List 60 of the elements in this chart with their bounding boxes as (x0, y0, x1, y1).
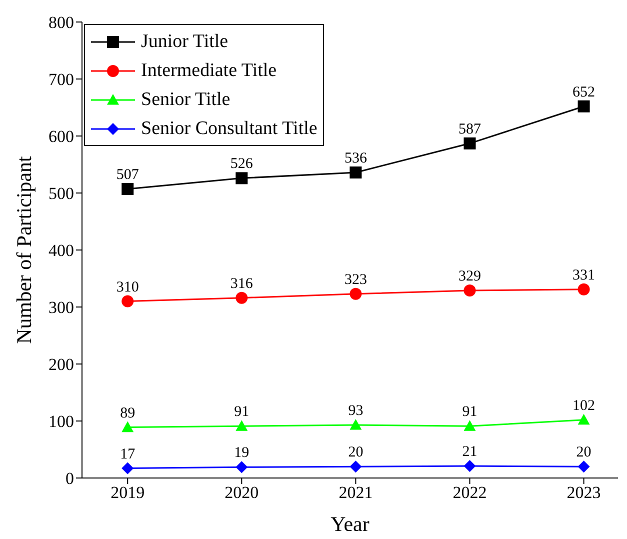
x-tick-label: 2023 (566, 483, 601, 502)
data-label: 20 (348, 444, 364, 461)
data-label: 17 (120, 446, 136, 462)
point (464, 137, 476, 150)
x-tick-label: 2022 (452, 483, 487, 502)
data-label: 323 (344, 272, 367, 288)
data-label: 507 (116, 167, 140, 184)
point (236, 292, 248, 304)
legend-label: Senior Consultant Title (141, 118, 318, 140)
x-tick-label: 2019 (110, 483, 145, 502)
y-tick-label: 200 (48, 355, 74, 374)
y-tick-label: 700 (48, 70, 74, 90)
data-label: 316 (230, 276, 254, 292)
point (122, 183, 134, 196)
point (464, 420, 476, 431)
y-tick-label: 300 (48, 298, 74, 318)
y-tick-label: 500 (48, 184, 74, 204)
data-label: 89 (120, 405, 136, 422)
x-axis-title: Year (330, 512, 370, 536)
y-tick-label: 0 (66, 469, 74, 488)
point (464, 284, 476, 296)
point (236, 172, 248, 184)
point (350, 288, 362, 300)
data-label: 652 (572, 84, 596, 100)
point (122, 295, 134, 308)
point (578, 414, 590, 425)
data-label: 19 (234, 445, 250, 462)
point (350, 460, 362, 473)
data-label: 536 (344, 150, 368, 166)
data-label: 20 (576, 444, 592, 461)
data-label: 102 (572, 398, 596, 414)
data-label: 526 (230, 156, 254, 172)
y-tick-label: 800 (48, 13, 74, 32)
y-tick-label: 400 (48, 241, 74, 260)
y-tick-label: 600 (48, 127, 74, 146)
data-label: 310 (116, 279, 139, 296)
point (236, 461, 248, 474)
point (578, 283, 590, 296)
point (578, 100, 590, 112)
data-label: 91 (234, 404, 250, 420)
data-label: 329 (458, 268, 481, 284)
point (578, 460, 590, 473)
x-tick-label: 2021 (338, 483, 373, 502)
legend-label: Senior Title (141, 88, 230, 110)
data-label: 21 (462, 444, 478, 460)
point (350, 418, 362, 430)
data-label: 331 (572, 267, 596, 284)
data-label: 587 (458, 121, 482, 138)
data-label: 93 (348, 402, 364, 419)
y-axis-title: Number of Participant (12, 156, 36, 344)
data-label: 91 (462, 404, 478, 420)
point (122, 462, 134, 474)
point (236, 420, 248, 431)
y-tick-label: 100 (48, 412, 74, 432)
legend-label: Junior Title (141, 30, 228, 52)
point (464, 460, 476, 472)
legend-label: Intermediate Title (141, 60, 277, 82)
x-tick-label: 2020 (224, 483, 259, 502)
point (122, 421, 134, 432)
point (350, 166, 362, 178)
